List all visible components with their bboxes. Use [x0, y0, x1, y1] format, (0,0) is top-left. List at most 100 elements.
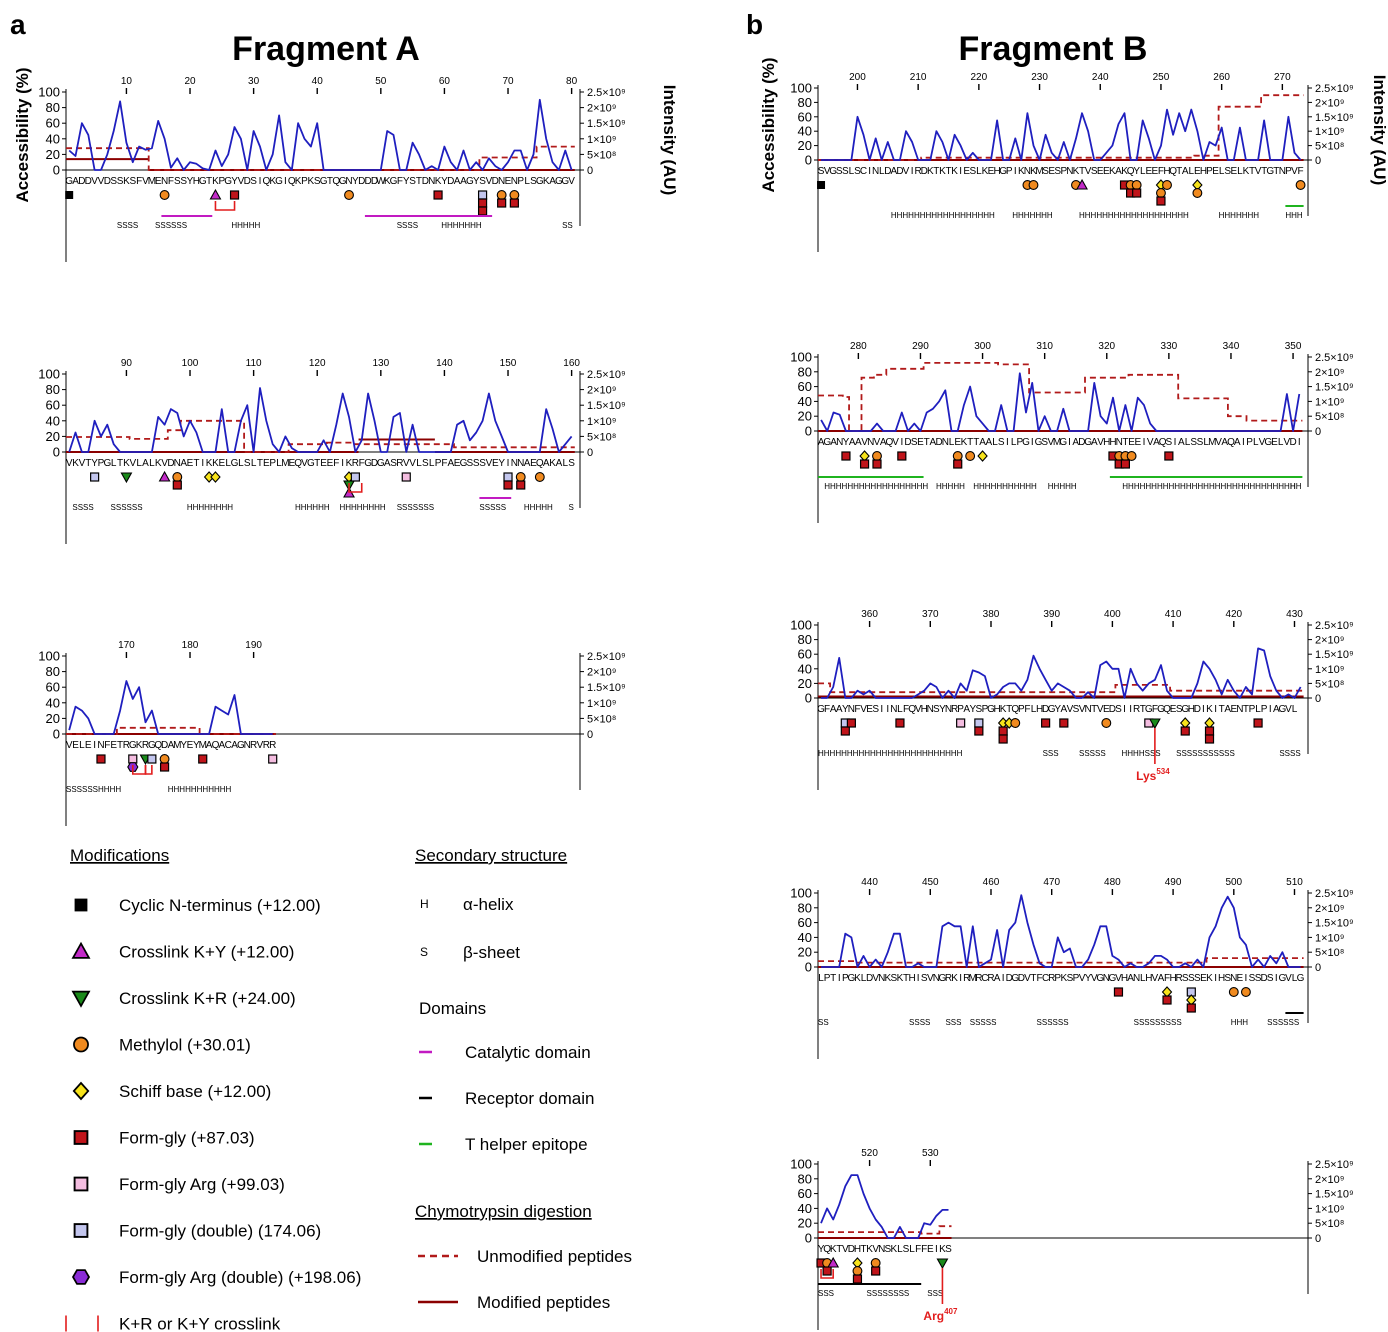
modification-methylol — [1240, 987, 1251, 997]
marker-shape — [974, 718, 984, 728]
marker-shape — [956, 718, 966, 728]
right-tick-label: 2.5×10⁹ — [1315, 352, 1354, 364]
residue-letter: N — [1236, 704, 1243, 715]
residue-letter: E — [1152, 166, 1159, 177]
residue-letter: E — [1194, 166, 1201, 177]
marker-shape — [846, 718, 856, 728]
marker-shape — [1156, 188, 1166, 198]
legend-label-form_gly_arg: Form-gly Arg (+99.03) — [119, 1175, 285, 1194]
residue-letter: L — [909, 1244, 915, 1255]
marker-shape — [509, 190, 520, 200]
residue-letter: Q — [908, 704, 916, 715]
residue-letter: L — [1292, 973, 1298, 984]
secondary-structure-run: HH — [1290, 482, 1302, 491]
residue-letter: V — [1097, 704, 1104, 715]
position-tick-label: 300 — [974, 341, 991, 352]
residue-letter: P — [218, 176, 225, 187]
left-tick-label: 60 — [798, 379, 812, 394]
residue-letter: D — [1261, 973, 1268, 984]
residue-letter: D — [371, 176, 378, 187]
residue-letter: Y — [842, 704, 849, 715]
residue-letter: F — [397, 176, 403, 187]
residue-letter: S — [1190, 437, 1197, 448]
modification-form_gly — [1162, 995, 1172, 1005]
secondary-structure-run: SSSSSSHHHH — [66, 785, 121, 794]
left-tick-label: 80 — [46, 664, 60, 679]
residue-letter: V — [1147, 437, 1154, 448]
secondary-structure-run: SS — [818, 1018, 829, 1027]
residue-letter: R — [987, 973, 994, 984]
residue-letter: K — [1073, 166, 1080, 177]
residue-letter: E — [187, 458, 194, 469]
residue-letter: H — [1103, 437, 1110, 448]
residue-letter: F — [1037, 973, 1043, 984]
residue-letter: K — [123, 458, 130, 469]
residue-letter: I — [917, 973, 920, 984]
residue-letter: I — [838, 973, 841, 984]
residue-letter: A — [1091, 437, 1098, 448]
modification-form_gly — [509, 198, 519, 208]
position-tick-label: 280 — [850, 341, 867, 352]
residue-letter: A — [880, 437, 887, 448]
right-tick-label: 2×10⁹ — [1315, 635, 1345, 647]
residue-letter: A — [891, 166, 898, 177]
residue-letter: L — [879, 166, 885, 177]
modification-form_gly — [477, 206, 488, 216]
residue-letter: K — [1206, 973, 1213, 984]
marker-shape — [172, 480, 182, 490]
residue-letter: S — [180, 176, 187, 187]
right-tick-label: 2.5×10⁹ — [1315, 620, 1354, 632]
residue-letter: D — [104, 176, 111, 187]
residue-letter: V — [1285, 704, 1292, 715]
residue-letter: L — [1189, 166, 1195, 177]
residue-letter: Q — [288, 176, 296, 187]
right-tick-label: 2×10⁹ — [1315, 903, 1345, 915]
secondary-structure-run: SS — [562, 221, 573, 230]
left-tick-label: 80 — [798, 1171, 812, 1186]
residue-letter: L — [1140, 973, 1146, 984]
secondary-structure-run: SSSSS — [1079, 749, 1106, 758]
position-tick-label: 330 — [1161, 341, 1178, 352]
residue-letter: S — [473, 458, 480, 469]
position-tick-label: 420 — [1225, 609, 1242, 620]
residue-letter: N — [890, 704, 897, 715]
position-tick-label: 320 — [1098, 341, 1115, 352]
position-tick-label: 100 — [182, 358, 199, 369]
crosslink-bracket — [348, 483, 363, 493]
residue-letter: E — [927, 1244, 934, 1255]
residue-letter: P — [1018, 704, 1025, 715]
legend-label-crosslink_bracket: K+R or K+Y crosslink — [119, 1315, 281, 1332]
secondary-structure-run: HHHHH — [1048, 482, 1077, 491]
accessibility-line — [68, 98, 573, 171]
unmodified-peptide-line — [66, 145, 575, 171]
position-tick-label: 450 — [922, 877, 939, 888]
right-tick-label: 2×10⁹ — [587, 667, 617, 679]
residue-letter: P — [824, 973, 831, 984]
residue-letter: K — [72, 458, 79, 469]
secondary-structure-run: SSSS — [397, 221, 418, 230]
residue-letter: I — [880, 704, 883, 715]
residue-letter: I — [1214, 704, 1217, 715]
marker-shape — [1204, 726, 1215, 736]
modification-form_gly — [433, 190, 443, 200]
residue-letter: R — [1048, 973, 1055, 984]
residue-letter: K — [543, 176, 550, 187]
position-tick-label: 20 — [184, 76, 196, 87]
legend-unmodified-label: Unmodified peptides — [477, 1247, 632, 1266]
position-tick-label: 340 — [1223, 341, 1240, 352]
marker-shape — [128, 754, 138, 764]
marker-shape — [1076, 178, 1088, 190]
residue-letter: K — [212, 176, 219, 187]
residue-letter: I — [93, 740, 96, 751]
residue-letter: S — [818, 166, 825, 177]
residue-letter: V — [486, 458, 493, 469]
residue-letter: T — [1006, 704, 1012, 715]
residue-letter: L — [251, 458, 257, 469]
secondary-structure-run: HHHHH — [524, 503, 553, 512]
residue-letter: S — [1091, 166, 1098, 177]
residue-letter: H — [1218, 973, 1225, 984]
position-tick-label: 130 — [372, 358, 389, 369]
right-tick-label: 1.5×10⁹ — [1315, 649, 1354, 661]
residue-letter: L — [416, 458, 422, 469]
